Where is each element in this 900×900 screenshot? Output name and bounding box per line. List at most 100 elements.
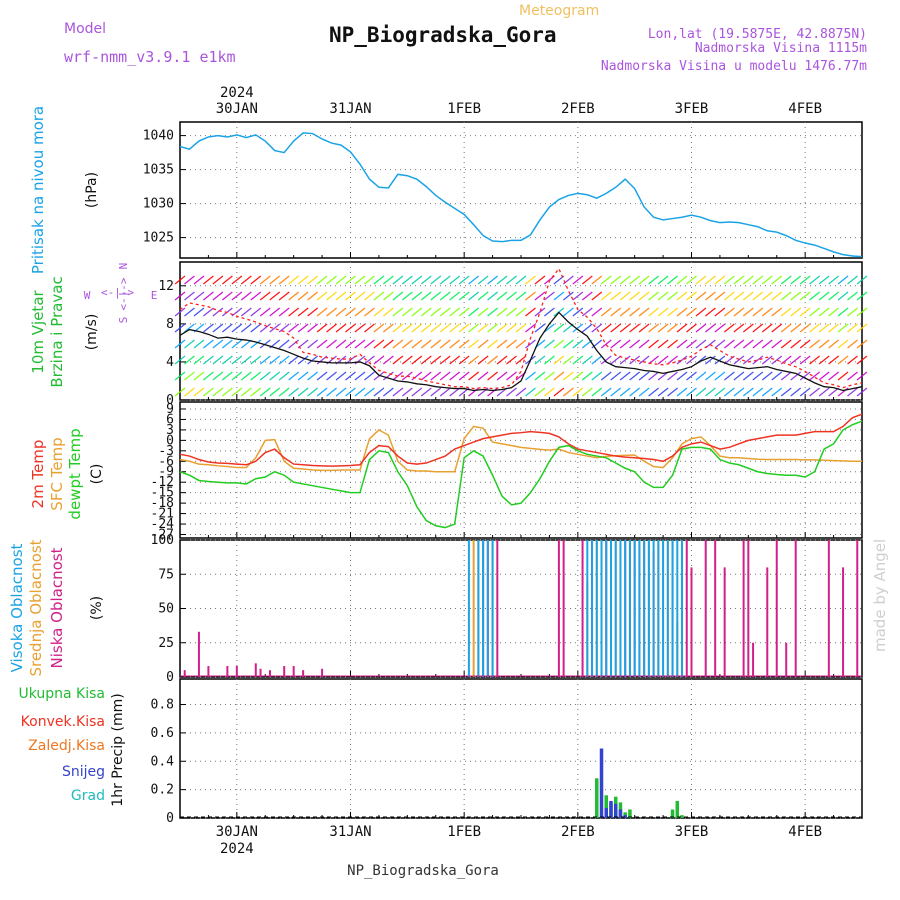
wind-barb-mark xyxy=(420,291,432,301)
wind-barb-mark xyxy=(723,339,735,349)
wind-barb-mark xyxy=(259,371,271,381)
wind-barb-mark xyxy=(193,307,205,317)
wind-barb-mark xyxy=(761,307,773,317)
wind-barb-mark xyxy=(837,275,849,285)
wind-barb-mark xyxy=(847,387,858,397)
wind-barb-mark xyxy=(335,387,347,397)
temperature-ytick-label: -27 xyxy=(151,528,174,543)
cloud_high-bar xyxy=(586,540,589,677)
wind-barb-mark xyxy=(240,387,252,397)
wind-barb-mark xyxy=(714,323,726,333)
wind-barb-mark xyxy=(657,339,669,349)
wind-barb-mark xyxy=(184,355,195,365)
wind-barb-mark xyxy=(837,371,849,381)
wind-barb-mark xyxy=(544,371,555,381)
cloud_low-bar xyxy=(856,540,859,677)
wind-barb-mark xyxy=(364,291,375,301)
cloud_low-bar xyxy=(496,540,499,677)
temperature-ytick-label: -6 xyxy=(158,454,174,469)
precip_total-bar xyxy=(675,800,680,818)
wind-barb-mark xyxy=(600,355,612,365)
wind-barb-mark xyxy=(439,323,451,333)
wind-barb-mark xyxy=(193,275,205,285)
top-day-label-30jan: 30JAN xyxy=(216,101,258,117)
wind-barb-mark xyxy=(354,371,366,381)
wind-barb-mark xyxy=(392,387,404,397)
wind-barb-mark xyxy=(667,291,678,301)
wind-barb-mark xyxy=(316,387,328,397)
wind-barb-mark xyxy=(648,387,660,397)
wind-barb-mark xyxy=(430,275,442,285)
wind-barb-mark xyxy=(231,339,243,349)
wind-barb-mark xyxy=(723,323,735,333)
wind-barb-mark xyxy=(667,323,678,333)
cloud_high-bar xyxy=(662,540,665,677)
wind-barb-mark xyxy=(259,291,271,301)
precip-ylabel: 1hr Precip (mm) xyxy=(110,693,126,806)
wind-barb-mark xyxy=(382,387,394,397)
wind-barb-mark xyxy=(439,355,451,365)
cloud_low-bar xyxy=(268,670,271,677)
cloud_high-bar xyxy=(600,540,603,677)
wind-barb-mark xyxy=(392,275,404,285)
wind-barb-mark xyxy=(212,307,224,317)
cloud_high-bar xyxy=(647,540,650,677)
wind-barb-mark xyxy=(761,323,773,333)
wind-barb-mark xyxy=(364,323,375,333)
wind-barb-mark xyxy=(278,275,290,285)
wind-barb-mark xyxy=(193,355,205,365)
wind-barb-mark xyxy=(250,291,262,301)
wind-barb-mark xyxy=(364,275,375,285)
wind-barb-mark xyxy=(856,291,868,301)
side-labels: Pritisak na nivou mora (hPa) 10m Vjetar Brz… xyxy=(8,106,157,807)
wind-barb-mark xyxy=(667,275,678,285)
temp_2m-line xyxy=(179,413,863,467)
wind-barb-mark xyxy=(439,307,451,317)
wind-barb-mark xyxy=(221,371,233,381)
cloud_low-bar xyxy=(302,670,305,677)
wind-barb-mark xyxy=(723,387,735,397)
wind-barb-mark xyxy=(742,355,754,365)
precip-legend-4: Grad xyxy=(71,788,105,804)
wind-barb-mark xyxy=(373,387,385,397)
wind-barb-mark xyxy=(373,275,385,285)
wind-barb-mark xyxy=(193,339,205,349)
wind-barb-mark xyxy=(184,307,195,317)
wind-barb-mark xyxy=(828,371,839,381)
wind-barb-mark xyxy=(477,339,489,349)
wind-barb-mark xyxy=(695,307,707,317)
cloud-ylabel-1: Srednja Oblacnost xyxy=(27,539,45,676)
wind-barb-mark xyxy=(818,323,830,333)
wind-barb-mark xyxy=(373,371,385,381)
wind-barb-mark xyxy=(326,275,337,285)
wind-barb-mark xyxy=(705,275,716,285)
wind-barb-mark xyxy=(771,323,783,333)
wind_speed-line xyxy=(179,311,863,392)
wind-barb-mark xyxy=(534,323,546,333)
wind-barb-mark xyxy=(269,371,281,381)
wind-barb-mark xyxy=(619,371,631,381)
wind-barb-mark xyxy=(828,275,839,285)
wind-barb-mark xyxy=(203,323,214,333)
wind-barb-mark xyxy=(667,371,678,381)
wind-barb-mark xyxy=(477,355,489,365)
wind-barb-mark xyxy=(676,323,688,333)
precip_snow-bar xyxy=(613,803,618,818)
temp-ylabel-0: 2m Temp xyxy=(29,440,47,509)
wind-barb-mark xyxy=(591,339,603,349)
wind-barb-mark xyxy=(250,323,262,333)
wind-barb-mark xyxy=(335,371,347,381)
wind-barb-mark xyxy=(439,371,451,381)
wind-barb-mark xyxy=(382,371,394,381)
wind-barb-mark xyxy=(534,371,546,381)
wind-barb-mark xyxy=(837,355,849,365)
temperature-ytick-label: -9 xyxy=(158,465,174,480)
temperature-ytick-label: -15 xyxy=(151,486,174,501)
wind-barb-mark xyxy=(847,275,858,285)
wind-barb-mark xyxy=(657,275,669,285)
wind-barb-mark xyxy=(278,307,290,317)
wind-barb-mark xyxy=(288,323,300,333)
wind-barb-mark xyxy=(790,339,802,349)
wind-barb-mark xyxy=(714,387,726,397)
